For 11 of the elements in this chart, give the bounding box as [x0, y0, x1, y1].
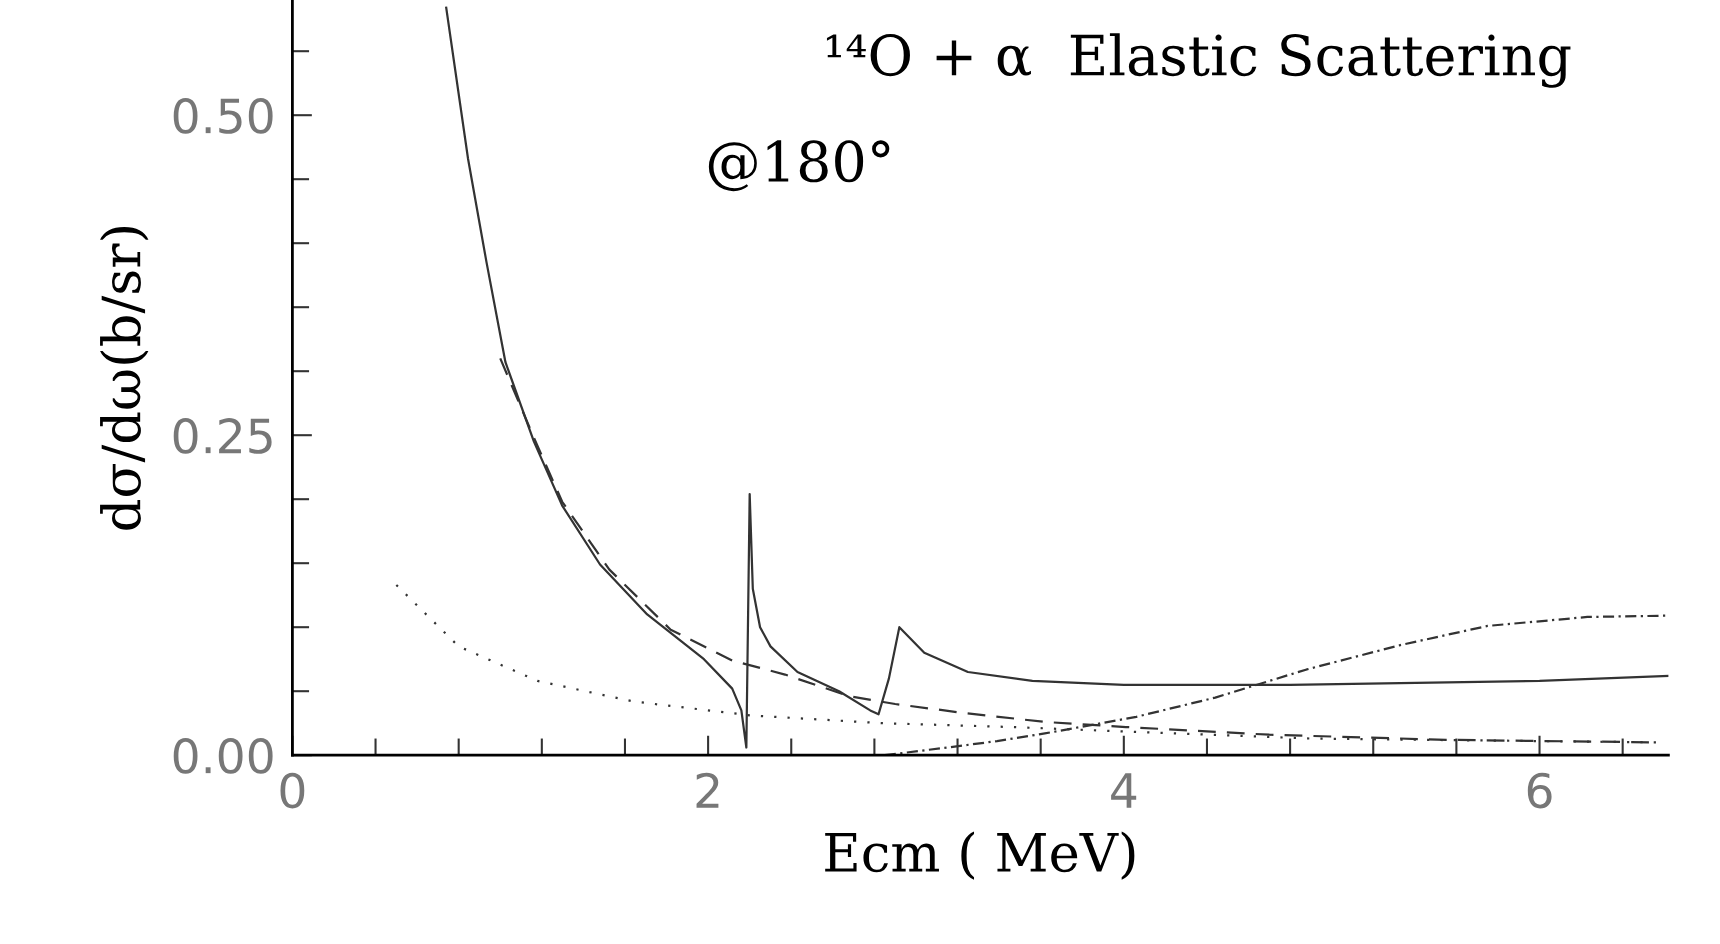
x-tick-label: 4	[1111, 773, 1137, 808]
y-tick-label: 0.25	[173, 418, 272, 454]
x-tick-label: 0	[280, 772, 305, 809]
x-tick-label: 2	[696, 772, 719, 808]
x-tick-label: 6	[1527, 772, 1552, 809]
x-axis-title: Ecm ( MeV)	[825, 831, 1135, 880]
y-axis-title: dσ/dω(b/sr)	[100, 227, 149, 530]
y-tick-label: 0.00	[173, 738, 273, 774]
y-tick-label: 0.50	[173, 98, 273, 134]
annotation: @180°	[708, 140, 890, 192]
annotation: ¹⁴O + α Elastic Scattering	[826, 33, 1571, 88]
